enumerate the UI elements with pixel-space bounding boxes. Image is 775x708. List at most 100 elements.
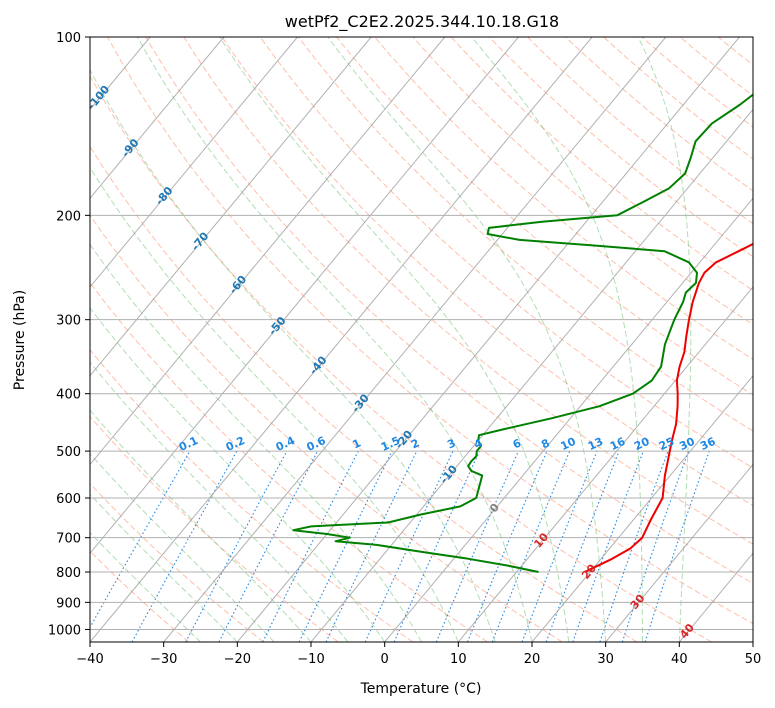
moist-adiabat — [327, 37, 607, 642]
isotherm — [236, 37, 740, 642]
moist-adiabat — [219, 37, 570, 642]
y-tick-label: 900 — [56, 596, 81, 611]
moist-adiabat — [90, 68, 496, 642]
mixing-ratio-lines — [90, 450, 710, 642]
mixing-ratio-label: 20 — [632, 435, 652, 453]
isotherm — [310, 108, 753, 642]
mixing-ratio-label: 4 — [472, 436, 485, 451]
dry-adiabat — [221, 37, 753, 507]
isotherm — [531, 374, 753, 642]
dry-adiabat — [717, 37, 753, 66]
moist-adiabat — [90, 307, 386, 642]
temperature-profile-line — [584, 242, 753, 573]
y-axis-label: Pressure (hPa) — [12, 290, 28, 390]
dry-adiabat — [90, 348, 414, 642]
x-tick-label: −20 — [224, 652, 251, 667]
isotherm — [752, 641, 753, 642]
x-tick-label: 40 — [671, 652, 688, 667]
dry-adiabat — [90, 550, 190, 642]
y-tick-label: 1000 — [48, 623, 81, 638]
isotherm — [90, 37, 298, 288]
mixing-ratio-label: 36 — [698, 435, 718, 453]
mixing-ratio-line — [545, 450, 620, 642]
y-tick-label: 500 — [56, 445, 81, 460]
y-tick-label: 300 — [56, 314, 81, 329]
moist-adiabat — [90, 452, 275, 642]
chart-title: wetPf2_C2E2.2025.344.10.18.G18 — [285, 12, 559, 32]
mixing-ratio-label: 13 — [586, 435, 605, 453]
moist-adiabats — [90, 37, 692, 642]
dry-adiabat — [565, 37, 753, 192]
mixing-ratio-line — [364, 450, 454, 642]
dry-adiabat — [412, 37, 753, 326]
y-axis: 1000 900 800 700 600 500 400 300 200 100 — [48, 31, 90, 638]
dry-adiabat — [90, 415, 339, 642]
dry-adiabat — [298, 37, 753, 432]
moist-adiabat — [90, 166, 459, 642]
moist-adiabat — [90, 493, 238, 642]
mixing-ratio-line — [90, 450, 191, 629]
x-tick-label: −10 — [297, 652, 324, 667]
dry-adiabat — [107, 37, 753, 625]
mixing-ratio-line — [185, 450, 288, 642]
mixing-ratio-label: 30 — [677, 435, 697, 453]
moist-adiabat — [90, 361, 349, 642]
mixing-ratio-label: 16 — [608, 435, 628, 453]
mixing-ratio-line — [262, 450, 359, 642]
x-axis: −40 −30 −20 −10 0 10 20 30 40 50 — [76, 642, 761, 667]
mixing-ratio-line — [644, 450, 710, 642]
mixing-ratio-line — [599, 450, 669, 642]
dry-adiabat — [90, 74, 712, 642]
dewpoint-profile-line — [292, 93, 753, 573]
moist-adiabat — [90, 531, 201, 642]
dry-adiabat — [259, 37, 753, 469]
line-labels: 0.1 0.2 0.4 0.6 1 1.5 2 3 4 6 8 10 13 16 20 25 30 36-100-… — [90, 83, 718, 642]
x-tick-label: 0 — [381, 652, 389, 667]
dry-adiabat — [183, 37, 753, 545]
dry-adiabat — [90, 281, 488, 642]
mixing-ratio-line — [325, 450, 418, 642]
moist-adiabat — [137, 37, 533, 642]
mixing-ratio-label: 6 — [511, 436, 524, 451]
mixing-ratio-label: 25 — [657, 435, 676, 453]
dry-adiabats — [90, 37, 753, 642]
moist-adiabat — [637, 37, 692, 642]
isotherm — [384, 197, 753, 642]
y-tick-label: 600 — [56, 492, 81, 507]
y-tick-label: 400 — [56, 388, 81, 403]
isotherms — [90, 37, 753, 642]
dry-adiabat — [90, 482, 264, 642]
x-tick-label: −30 — [150, 652, 177, 667]
dry-adiabat — [336, 37, 753, 396]
moist-adiabat — [90, 243, 422, 642]
mixing-ratio-line — [393, 450, 481, 642]
isotherm — [678, 552, 753, 642]
mixing-ratio-label: 10 — [559, 435, 579, 453]
moist-adiabat — [471, 37, 643, 642]
dry-adiabat — [90, 145, 638, 642]
plot-area: 0.1 0.2 0.4 0.6 1 1.5 2 3 4 6 8 10 13 16 20 25 30 36-100-… — [90, 37, 753, 642]
profile-series — [292, 93, 753, 573]
dry-adiabat — [374, 37, 753, 361]
moist-adiabat — [90, 409, 312, 642]
dry-adiabat — [450, 37, 753, 292]
isotherm — [90, 37, 225, 200]
mixing-ratio-line — [572, 450, 644, 642]
x-tick-label: 20 — [524, 652, 541, 667]
mixing-ratio-line — [298, 450, 393, 642]
plot-frame — [89, 36, 754, 643]
dry-adiabat — [679, 37, 753, 97]
y-tick-label: 800 — [56, 566, 81, 581]
y-tick-label: 100 — [56, 31, 81, 46]
pressure-gridlines — [90, 37, 753, 630]
dry-adiabat — [488, 37, 753, 258]
mixing-ratio-line — [621, 450, 690, 642]
mixing-ratio-line — [218, 450, 319, 642]
isotherm — [457, 286, 753, 642]
dry-adiabat — [90, 214, 563, 642]
isotherm — [90, 37, 593, 642]
dry-adiabat — [145, 37, 753, 584]
isotherm — [90, 37, 519, 555]
x-tick-label: 30 — [597, 652, 614, 667]
